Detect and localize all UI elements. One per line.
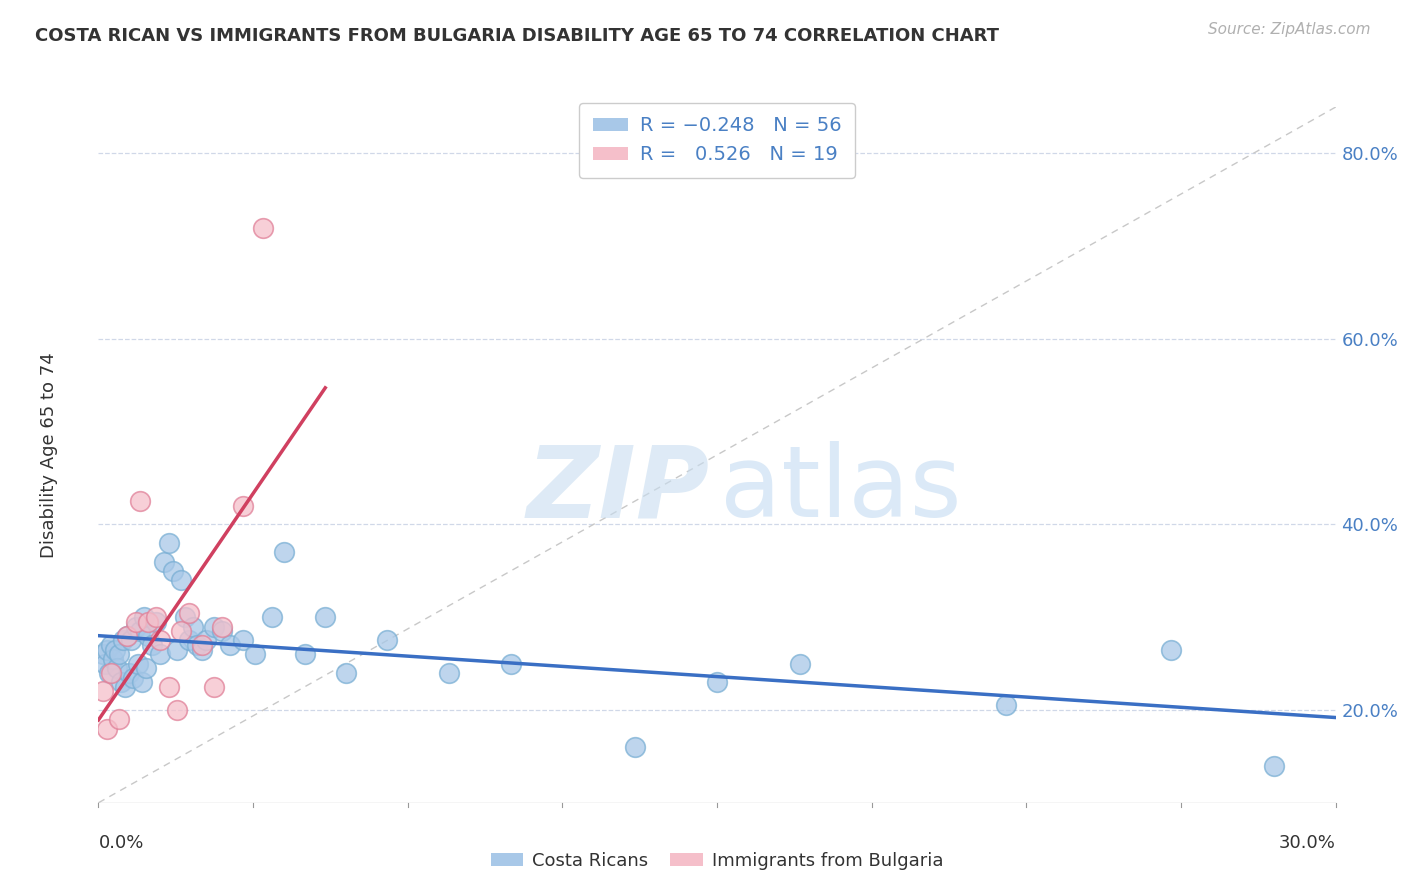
Point bbox=[110, 675, 132, 690]
Point bbox=[186, 638, 208, 652]
Point bbox=[135, 661, 157, 675]
Point bbox=[122, 671, 145, 685]
Point bbox=[136, 629, 159, 643]
Point bbox=[202, 680, 225, 694]
Point bbox=[243, 648, 266, 662]
Point bbox=[153, 555, 176, 569]
Point bbox=[104, 642, 127, 657]
Point bbox=[162, 564, 184, 578]
Point bbox=[499, 657, 522, 671]
Point bbox=[202, 619, 225, 633]
Point bbox=[145, 610, 167, 624]
Point bbox=[335, 665, 357, 680]
Point bbox=[166, 642, 188, 657]
Point bbox=[149, 633, 172, 648]
Point bbox=[96, 722, 118, 736]
Point bbox=[174, 610, 197, 624]
Point bbox=[97, 665, 120, 680]
Point bbox=[190, 638, 212, 652]
Point bbox=[112, 633, 135, 648]
Point bbox=[994, 698, 1017, 713]
Point bbox=[91, 684, 114, 698]
Point bbox=[194, 633, 217, 648]
Point bbox=[128, 494, 150, 508]
Point bbox=[91, 648, 114, 662]
Point bbox=[141, 638, 163, 652]
Point bbox=[96, 642, 118, 657]
Point bbox=[260, 610, 283, 624]
Point bbox=[294, 648, 316, 662]
Point bbox=[170, 624, 193, 639]
Point bbox=[145, 615, 167, 629]
Point bbox=[1160, 642, 1182, 657]
Point bbox=[128, 624, 150, 639]
Point bbox=[124, 615, 146, 629]
Point bbox=[1263, 758, 1285, 772]
Point bbox=[120, 633, 142, 648]
Point bbox=[179, 606, 201, 620]
Point bbox=[114, 680, 136, 694]
Point bbox=[273, 545, 295, 559]
Point bbox=[118, 665, 141, 680]
Text: 30.0%: 30.0% bbox=[1279, 834, 1336, 852]
Point bbox=[232, 633, 254, 648]
Point bbox=[375, 633, 398, 648]
Point bbox=[157, 536, 180, 550]
Point bbox=[437, 665, 460, 680]
Text: ZIP: ZIP bbox=[527, 442, 710, 538]
Text: atlas: atlas bbox=[720, 442, 962, 538]
Point bbox=[127, 657, 149, 671]
Point bbox=[623, 740, 645, 755]
Point bbox=[232, 499, 254, 513]
Point bbox=[252, 220, 274, 235]
Point bbox=[211, 624, 233, 639]
Point bbox=[789, 657, 811, 671]
Point bbox=[101, 652, 124, 666]
Point bbox=[166, 703, 188, 717]
Point bbox=[190, 642, 212, 657]
Y-axis label: Disability Age 65 to 74: Disability Age 65 to 74 bbox=[39, 352, 58, 558]
Point bbox=[108, 712, 131, 726]
Point bbox=[179, 633, 201, 648]
Text: 0.0%: 0.0% bbox=[98, 834, 143, 852]
Point bbox=[124, 619, 146, 633]
Point bbox=[131, 675, 153, 690]
Point bbox=[211, 619, 233, 633]
Point bbox=[93, 657, 115, 671]
Point bbox=[108, 648, 131, 662]
Point bbox=[105, 661, 128, 675]
Text: Source: ZipAtlas.com: Source: ZipAtlas.com bbox=[1208, 22, 1371, 37]
Text: COSTA RICAN VS IMMIGRANTS FROM BULGARIA DISABILITY AGE 65 TO 74 CORRELATION CHAR: COSTA RICAN VS IMMIGRANTS FROM BULGARIA … bbox=[35, 27, 1000, 45]
Point bbox=[132, 610, 155, 624]
Point bbox=[117, 629, 139, 643]
Legend: Costa Ricans, Immigrants from Bulgaria: Costa Ricans, Immigrants from Bulgaria bbox=[484, 845, 950, 877]
Point bbox=[170, 573, 193, 587]
Point bbox=[100, 665, 122, 680]
Point bbox=[219, 638, 242, 652]
Point bbox=[314, 610, 336, 624]
Point bbox=[706, 675, 728, 690]
Point bbox=[149, 648, 172, 662]
Point bbox=[136, 615, 159, 629]
Point bbox=[157, 680, 180, 694]
Point bbox=[117, 629, 139, 643]
Point bbox=[100, 638, 122, 652]
Point bbox=[181, 619, 204, 633]
